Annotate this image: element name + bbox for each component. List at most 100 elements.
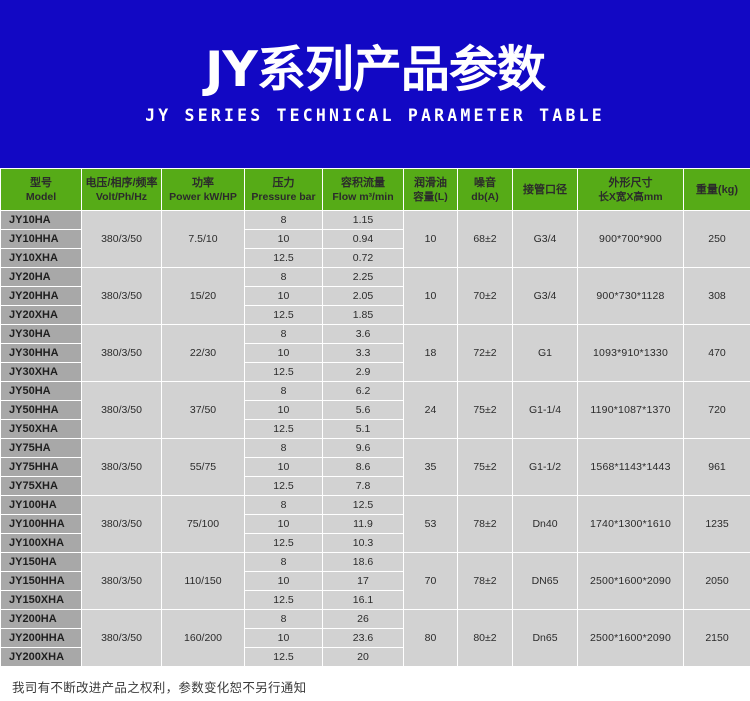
cell-volt: 380/3/50: [81, 324, 162, 382]
cell-noise: 68±2: [457, 210, 513, 268]
cell-power: 7.5/10: [161, 210, 245, 268]
cell-size: 1740*1300*1610: [577, 495, 684, 553]
cell-oil: 18: [403, 324, 458, 382]
column-header-cn: 电压/相序/频率: [85, 176, 158, 189]
column-header-en: 容量(L): [413, 190, 448, 203]
cell-pressure: 8: [244, 381, 323, 401]
column-header-6: 噪音 db(A): [457, 168, 513, 211]
cell-model: JY10HA: [0, 210, 82, 230]
cell-model: JY100HA: [0, 495, 82, 515]
cell-pressure: 12.5: [244, 476, 323, 496]
cell-flow: 7.8: [322, 476, 404, 496]
cell-flow: 9.6: [322, 438, 404, 458]
cell-flow: 6.2: [322, 381, 404, 401]
cell-pressure: 10: [244, 514, 323, 534]
column-header-5: 润滑油 容量(L): [403, 168, 458, 211]
table-row: JY100HA 380/3/50 75/100 8 12.5 53 78±2 Dn40 1740…: [0, 495, 750, 553]
column-header-cn: 容积流量: [341, 176, 385, 189]
table-row: JY100XHA 12.5 10.3: [0, 533, 750, 553]
cell-oil: 70: [403, 552, 458, 610]
cell-power: 110/150: [161, 552, 245, 610]
column-header-cn: 重量(kg): [695, 183, 739, 196]
cell-oil: 10: [403, 210, 458, 268]
column-header-en: Model: [25, 190, 57, 203]
cell-oil: 53: [403, 495, 458, 553]
cell-flow: 3.6: [322, 324, 404, 344]
cell-flow: 26: [322, 609, 404, 629]
table-row: JY75HA 380/3/50 55/75 8 9.6 35 75±2 G1-1/2 1568*…: [0, 438, 750, 496]
cell-flow: 8.6: [322, 457, 404, 477]
cell-model: JY100XHA: [0, 533, 82, 553]
cell-flow: 1.85: [322, 305, 404, 325]
cell-pipe: DN65: [512, 552, 578, 610]
cell-model: JY200HHA: [0, 628, 82, 648]
cell-model: JY150XHA: [0, 590, 82, 610]
cell-model: JY20HA: [0, 267, 82, 287]
table-row: JY75XHA 12.5 7.8: [0, 476, 750, 496]
cell-model: JY200XHA: [0, 647, 82, 667]
cell-pressure: 8: [244, 267, 323, 287]
cell-flow: 18.6: [322, 552, 404, 572]
cell-pressure: 10: [244, 400, 323, 420]
table-row: JY10HA 380/3/50 7.5/10 8 1.15 10 68±2 G3/4 900*7…: [0, 210, 750, 268]
cell-flow: 20: [322, 647, 404, 667]
cell-pressure: 10: [244, 229, 323, 249]
cell-size: 900*700*900: [577, 210, 684, 268]
cell-model: JY100HHA: [0, 514, 82, 534]
cell-flow: 23.6: [322, 628, 404, 648]
cell-size: 2500*1600*2090: [577, 609, 684, 667]
cell-flow: 3.3: [322, 343, 404, 363]
cell-pipe: G1: [512, 324, 578, 382]
cell-power: 160/200: [161, 609, 245, 667]
cell-model: JY30XHA: [0, 362, 82, 382]
cell-volt: 380/3/50: [81, 495, 162, 553]
cell-model: JY75XHA: [0, 476, 82, 496]
column-header-3: 压力 Pressure bar: [244, 168, 323, 211]
column-header-cn: 型号: [30, 176, 52, 189]
cell-flow: 0.94: [322, 229, 404, 249]
cell-noise: 72±2: [457, 324, 513, 382]
cell-size: 1093*910*1330: [577, 324, 684, 382]
table-row: JY200XHA 12.5 20: [0, 647, 750, 667]
column-header-1: 电压/相序/频率 Volt/Ph/Hz: [81, 168, 162, 211]
footer-note: 我司有不断改进产品之权利，参数变化恕不另行通知: [12, 680, 307, 695]
cell-size: 2500*1600*2090: [577, 552, 684, 610]
cell-pressure: 10: [244, 286, 323, 306]
cell-flow: 17: [322, 571, 404, 591]
cell-model: JY30HA: [0, 324, 82, 344]
cell-power: 75/100: [161, 495, 245, 553]
column-header-en: Flow m³/min: [332, 190, 394, 203]
cell-volt: 380/3/50: [81, 552, 162, 610]
cell-flow: 10.3: [322, 533, 404, 553]
cell-pressure: 12.5: [244, 419, 323, 439]
cell-power: 22/30: [161, 324, 245, 382]
table-header: 型号 Model 电压/相序/频率 Volt/Ph/Hz 功率 Power kW/HP 压力…: [0, 168, 750, 211]
cell-pressure: 8: [244, 552, 323, 572]
cell-flow: 2.05: [322, 286, 404, 306]
cell-model: JY200HA: [0, 609, 82, 629]
cell-flow: 16.1: [322, 590, 404, 610]
table-row: JY30HHA 10 3.3: [0, 343, 750, 363]
table-row: JY20HA 380/3/50 15/20 8 2.25 10 70±2 G3/4 900*73…: [0, 267, 750, 325]
cell-pressure: 10: [244, 628, 323, 648]
banner: JY系列产品参数 JY SERIES TECHNICAL PARAMETER T…: [0, 0, 750, 168]
column-header-en: Volt/Ph/Hz: [95, 190, 148, 203]
table-row: JY200HHA 10 23.6: [0, 628, 750, 648]
cell-pipe: Dn40: [512, 495, 578, 553]
cell-noise: 75±2: [457, 438, 513, 496]
cell-noise: 80±2: [457, 609, 513, 667]
cell-pressure: 8: [244, 210, 323, 230]
cell-flow: 2.9: [322, 362, 404, 382]
cell-pipe: G1-1/4: [512, 381, 578, 439]
cell-model: JY50HHA: [0, 400, 82, 420]
cell-model: JY10XHA: [0, 248, 82, 268]
cell-size: 1190*1087*1370: [577, 381, 684, 439]
cell-weight: 961: [683, 438, 750, 496]
table-header-row: 型号 Model 电压/相序/频率 Volt/Ph/Hz 功率 Power kW/HP 压力…: [0, 168, 750, 211]
column-header-8: 外形尺寸 长X宽X高mm: [577, 168, 684, 211]
cell-power: 15/20: [161, 267, 245, 325]
cell-model: JY75HA: [0, 438, 82, 458]
cell-flow: 5.6: [322, 400, 404, 420]
table-body: JY10HA 380/3/50 7.5/10 8 1.15 10 68±2 G3/4 900*7…: [0, 210, 750, 667]
